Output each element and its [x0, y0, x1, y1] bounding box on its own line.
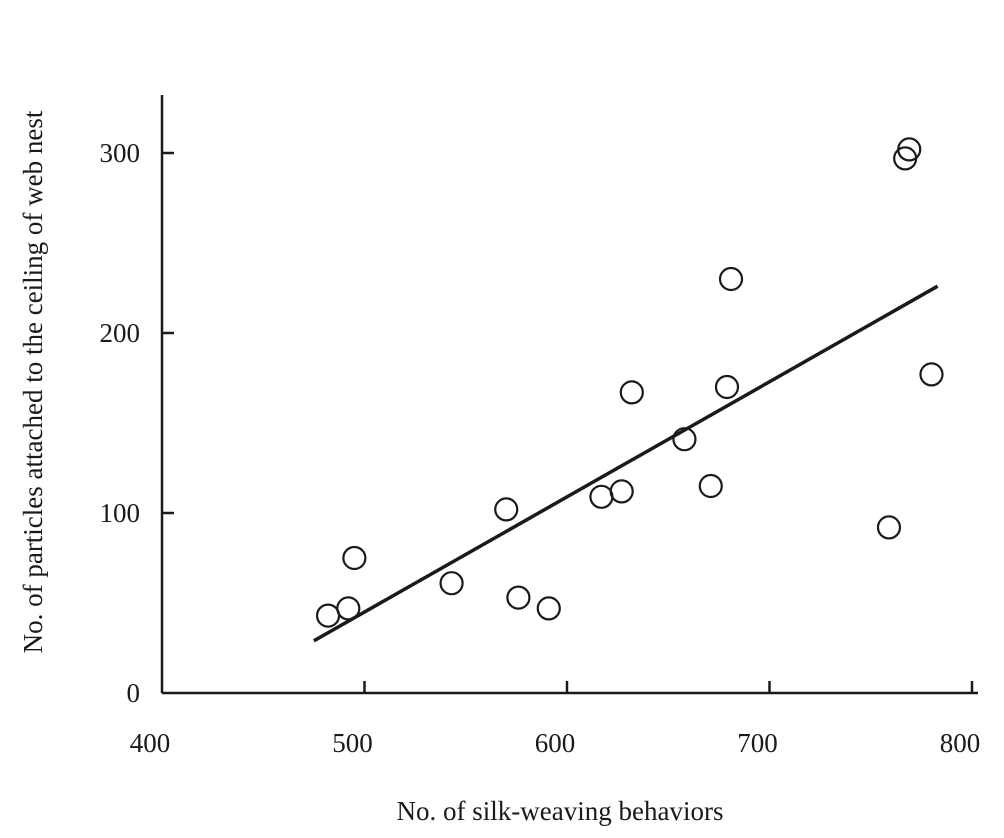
- x-axis-title: No. of silk-weaving behaviors: [397, 796, 724, 826]
- data-points: [315, 137, 944, 628]
- data-point: [336, 596, 361, 621]
- data-point: [897, 137, 922, 162]
- x-tick-label: 700: [737, 728, 778, 758]
- y-tick-label: 0: [127, 678, 141, 708]
- x-axis-ticks: 400 500 600 700 800: [130, 681, 981, 758]
- regression-line: [313, 284, 939, 643]
- data-point: [609, 479, 634, 504]
- data-point: [672, 427, 697, 452]
- data-point: [506, 585, 531, 610]
- y-axis-title: No. of particles attached to the ceiling…: [18, 110, 48, 653]
- data-point: [698, 473, 723, 499]
- regression-line-group: [313, 284, 939, 643]
- y-tick-label: 300: [100, 138, 141, 168]
- x-tick-label: 400: [130, 728, 171, 758]
- data-point: [315, 603, 341, 628]
- y-tick-label: 200: [100, 318, 141, 348]
- data-point: [718, 266, 744, 292]
- data-point: [876, 515, 902, 540]
- data-point: [589, 484, 614, 509]
- data-point: [494, 497, 519, 522]
- data-point: [439, 571, 464, 596]
- x-tick-label: 600: [535, 728, 576, 758]
- data-point: [619, 380, 644, 405]
- data-point: [536, 596, 561, 621]
- y-tick-label: 100: [100, 498, 141, 528]
- data-point: [342, 545, 367, 571]
- x-tick-label: 800: [940, 728, 981, 758]
- x-tick-label: 500: [332, 728, 373, 758]
- y-axis-ticks: 0 100 200 300: [100, 138, 174, 708]
- data-point: [714, 374, 740, 400]
- data-point: [919, 362, 944, 387]
